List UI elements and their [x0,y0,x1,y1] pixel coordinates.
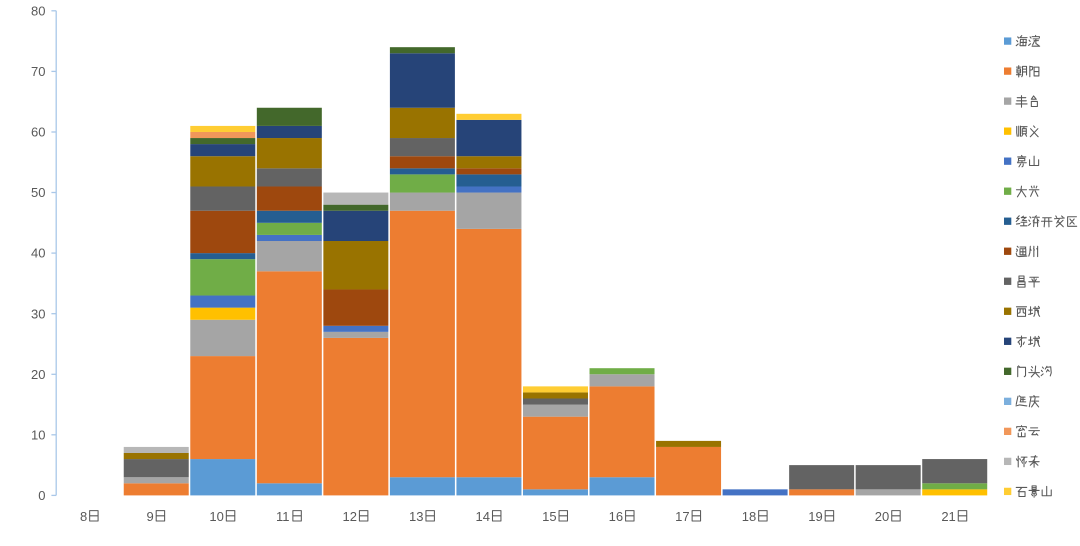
svg-text:10: 10 [31,427,45,442]
svg-text:13: 13 [409,509,423,524]
svg-text:50: 50 [31,185,45,200]
svg-text:21: 21 [941,509,955,524]
svg-text:9: 9 [146,509,153,524]
svg-text:19: 19 [808,509,822,524]
svg-text:0: 0 [38,488,45,503]
svg-text:60: 60 [31,125,45,140]
svg-text:12: 12 [342,509,356,524]
svg-text:8: 8 [80,509,87,524]
svg-text:80: 80 [31,3,45,18]
svg-text:40: 40 [31,246,45,261]
svg-text:15: 15 [542,509,556,524]
svg-text:20: 20 [875,509,889,524]
svg-text:14: 14 [476,509,490,524]
svg-text:11: 11 [276,509,290,524]
svg-text:16: 16 [609,509,623,524]
svg-text:30: 30 [31,306,45,321]
svg-text:18: 18 [742,509,756,524]
svg-text:10: 10 [209,509,223,524]
svg-text:20: 20 [31,367,45,382]
svg-text:17: 17 [675,509,689,524]
svg-text:70: 70 [31,64,45,79]
